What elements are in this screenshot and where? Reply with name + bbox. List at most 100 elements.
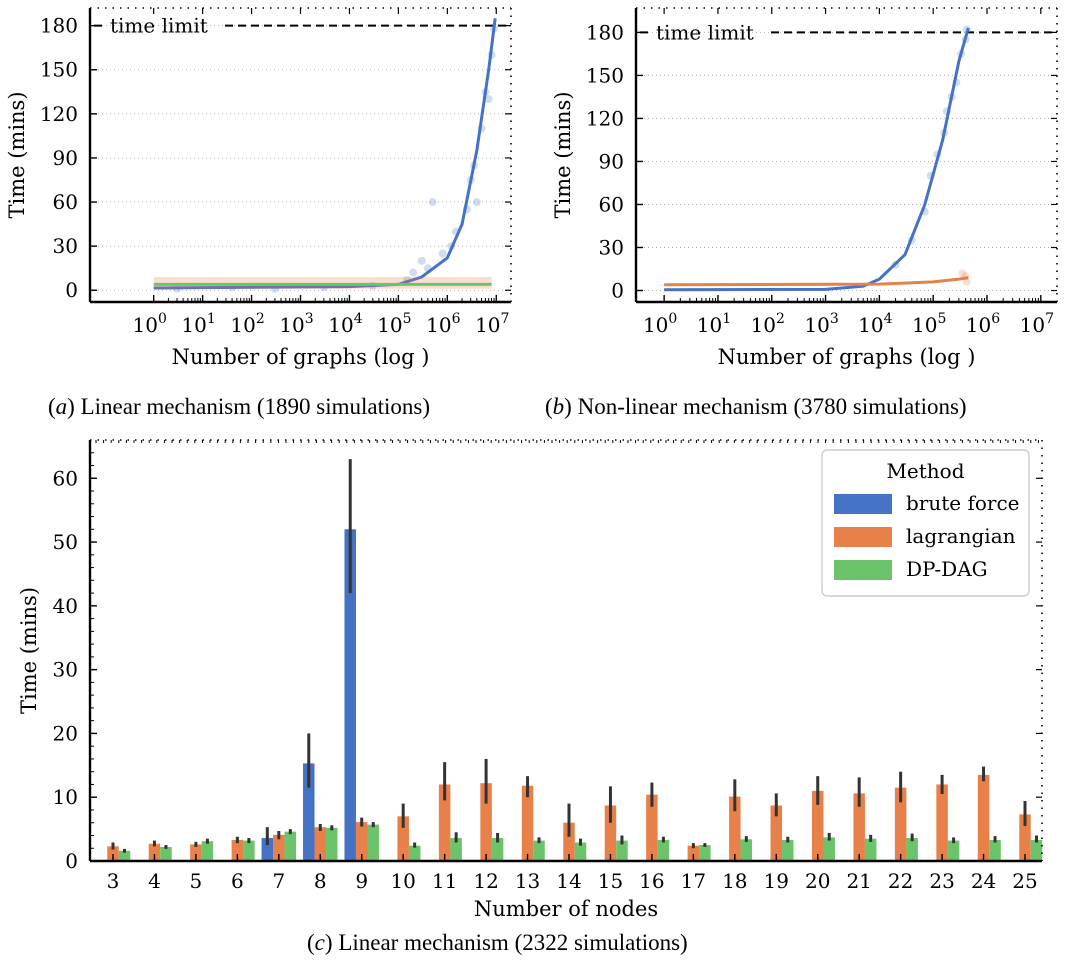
y-tick-label: 120 xyxy=(40,102,78,126)
chart-b: 0 30 60 90 120 150 180 100 101 102 103 104 105 106 107… xyxy=(551,7,1058,369)
dp_dag-bar xyxy=(326,827,338,861)
y-tick-label: 20 xyxy=(53,721,78,745)
brute_force-bar xyxy=(344,529,356,861)
y-axis-label: Time (mins) xyxy=(17,587,41,714)
dp_dag-bar xyxy=(947,840,960,861)
y-axis-label: Time (mins) xyxy=(551,91,575,218)
lagrangian-bar xyxy=(770,805,783,861)
y-tick-label: 60 xyxy=(53,466,78,490)
legend-swatch-dp_dag xyxy=(834,560,892,580)
lagrangian-bar xyxy=(853,793,865,861)
lagrangian-bar xyxy=(480,783,492,861)
caption-a: (a) Linear mechanism (1890 simulations) xyxy=(48,394,430,419)
x-tick-label: 10 xyxy=(390,869,415,893)
y-tick-label: 150 xyxy=(40,58,78,82)
chart-c: 0 10 20 30 40 50 60 3 4 5 6 7 8 9 10 11 12 13 14 15 16 17 18 19… xyxy=(17,439,1043,921)
x-tick-label: 11 xyxy=(432,869,457,893)
lagrangian-bar xyxy=(936,784,948,861)
legend-title: Method xyxy=(886,459,964,483)
lagrangian-bar xyxy=(687,845,700,861)
y-tick-label: 90 xyxy=(599,149,624,173)
x-tick-label: 22 xyxy=(888,869,913,893)
y-tick-label: 10 xyxy=(53,785,78,809)
y-tick-label: 180 xyxy=(586,20,624,44)
dp_dag-bar xyxy=(160,846,172,861)
x-tick-label: 102 xyxy=(230,311,264,337)
x-tick-label: 7 xyxy=(272,869,285,893)
caption-b: (b) Non-linear mechanism (3780 simulatio… xyxy=(545,394,967,419)
lagrangian-bar xyxy=(604,805,617,861)
lagrangian-bar xyxy=(894,787,907,861)
x-tick-label: 100 xyxy=(643,311,677,337)
legend-frame xyxy=(821,449,1030,597)
dp_dag-bar xyxy=(616,840,628,861)
x-tick-label: 20 xyxy=(805,869,830,893)
lagrangian-bar xyxy=(1019,814,1031,861)
x-tick-label: 18 xyxy=(722,869,747,893)
x-tick-label: 17 xyxy=(681,869,706,893)
x-tick-label: 101 xyxy=(697,311,731,337)
y-tick-label: 60 xyxy=(53,190,78,214)
x-tick-label: 105 xyxy=(377,311,411,337)
y-tick-label: 0 xyxy=(65,849,78,873)
dp_dag-bar xyxy=(284,831,297,861)
lagrangian-bar xyxy=(314,827,327,861)
y-axis-label: Time (mins) xyxy=(5,91,29,218)
dp_dag-bar xyxy=(989,839,1001,861)
x-tick-label: 25 xyxy=(1012,869,1037,893)
dp_dag-bar xyxy=(1030,839,1043,861)
dp_dag-bar xyxy=(367,824,379,861)
x-tick-label: 106 xyxy=(426,311,460,337)
brute_force-bar xyxy=(261,838,274,861)
dp_dag-bar xyxy=(906,838,918,861)
y-tick-label: 30 xyxy=(53,234,78,258)
x-tick-label: 13 xyxy=(515,869,540,893)
x-tick-label: 102 xyxy=(751,311,785,337)
brute_force-point xyxy=(438,249,447,258)
x-axis-label: Number of nodes xyxy=(474,897,658,921)
legend: Method brute force lagrangian DP-DAG xyxy=(821,449,1030,597)
x-tick-label: 107 xyxy=(1020,311,1054,337)
lagrangian-bar xyxy=(231,839,244,861)
legend-swatch-lagrangian xyxy=(834,527,892,547)
dp_dag-bar xyxy=(118,850,131,861)
dp_dag-bar xyxy=(864,838,877,861)
dp_dag-bar xyxy=(408,845,421,861)
y-tick-label: 0 xyxy=(611,279,624,303)
brute_force-fit-line xyxy=(153,18,497,290)
lagrangian-bar xyxy=(107,846,119,861)
lagrangian-bar xyxy=(646,794,658,861)
y-tick-label: 90 xyxy=(53,146,78,170)
x-axis-label: Number of graphs (log ) xyxy=(172,345,430,369)
x-tick-label: 106 xyxy=(966,311,1000,337)
y-tick-label: 40 xyxy=(53,594,78,618)
y-tick-label: 50 xyxy=(53,530,78,554)
legend-label-lagrangian: lagrangian xyxy=(906,524,1016,548)
lagrangian-bar xyxy=(273,834,285,861)
x-tick-label: 12 xyxy=(473,869,498,893)
brute_force-point xyxy=(484,95,493,104)
x-tick-label: 19 xyxy=(764,869,789,893)
x-tick-label: 23 xyxy=(929,869,954,893)
time-limit-label: time limit xyxy=(110,14,208,38)
dp_dag-bar xyxy=(782,839,794,861)
legend-label-dp_dag: DP-DAG xyxy=(906,557,988,581)
dp_dag-bar xyxy=(657,839,670,861)
dp_dag-bar xyxy=(823,837,835,861)
lagrangian-bar xyxy=(397,816,409,861)
time-limit-label: time limit xyxy=(656,20,754,44)
lagrangian-bar xyxy=(148,843,161,861)
x-tick-label: 100 xyxy=(132,311,166,337)
x-tick-label: 16 xyxy=(639,869,664,893)
lagrangian-bar xyxy=(355,822,368,861)
x-axis-label: Number of graphs (log ) xyxy=(718,345,976,369)
dp_dag-bar xyxy=(740,839,753,861)
x-tick-label: 6 xyxy=(231,869,244,893)
y-tick-label: 60 xyxy=(599,192,624,216)
x-tick-label: 107 xyxy=(475,311,509,337)
x-tick-label: 104 xyxy=(858,311,892,337)
x-tick-label: 24 xyxy=(971,869,996,893)
x-tick-label: 3 xyxy=(107,869,120,893)
legend-swatch-brute_force xyxy=(834,494,892,514)
